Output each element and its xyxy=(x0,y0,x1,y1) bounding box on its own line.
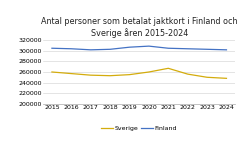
Sverige xyxy=(167,67,170,69)
Finland xyxy=(167,47,170,49)
Finland xyxy=(89,49,92,51)
Legend: Sverige, Finland: Sverige, Finland xyxy=(99,123,180,133)
Sverige xyxy=(186,73,189,75)
Finland xyxy=(225,49,228,51)
Sverige xyxy=(50,71,53,73)
Sverige xyxy=(147,71,150,73)
Finland xyxy=(70,48,73,50)
Finland xyxy=(147,45,150,47)
Sverige xyxy=(109,75,112,77)
Line: Finland: Finland xyxy=(52,46,227,50)
Finland xyxy=(50,47,53,49)
Sverige xyxy=(225,77,228,79)
Sverige xyxy=(70,73,73,74)
Line: Sverige: Sverige xyxy=(52,68,227,78)
Finland xyxy=(109,48,112,50)
Finland xyxy=(186,48,189,50)
Sverige xyxy=(128,74,131,75)
Sverige xyxy=(89,74,92,76)
Sverige xyxy=(206,76,209,78)
Finland xyxy=(128,46,131,48)
Finland xyxy=(206,48,209,50)
Title: Antal personer som betalat jaktkort i Finland och
Sverige åren 2015-2024: Antal personer som betalat jaktkort i Fi… xyxy=(41,17,237,38)
